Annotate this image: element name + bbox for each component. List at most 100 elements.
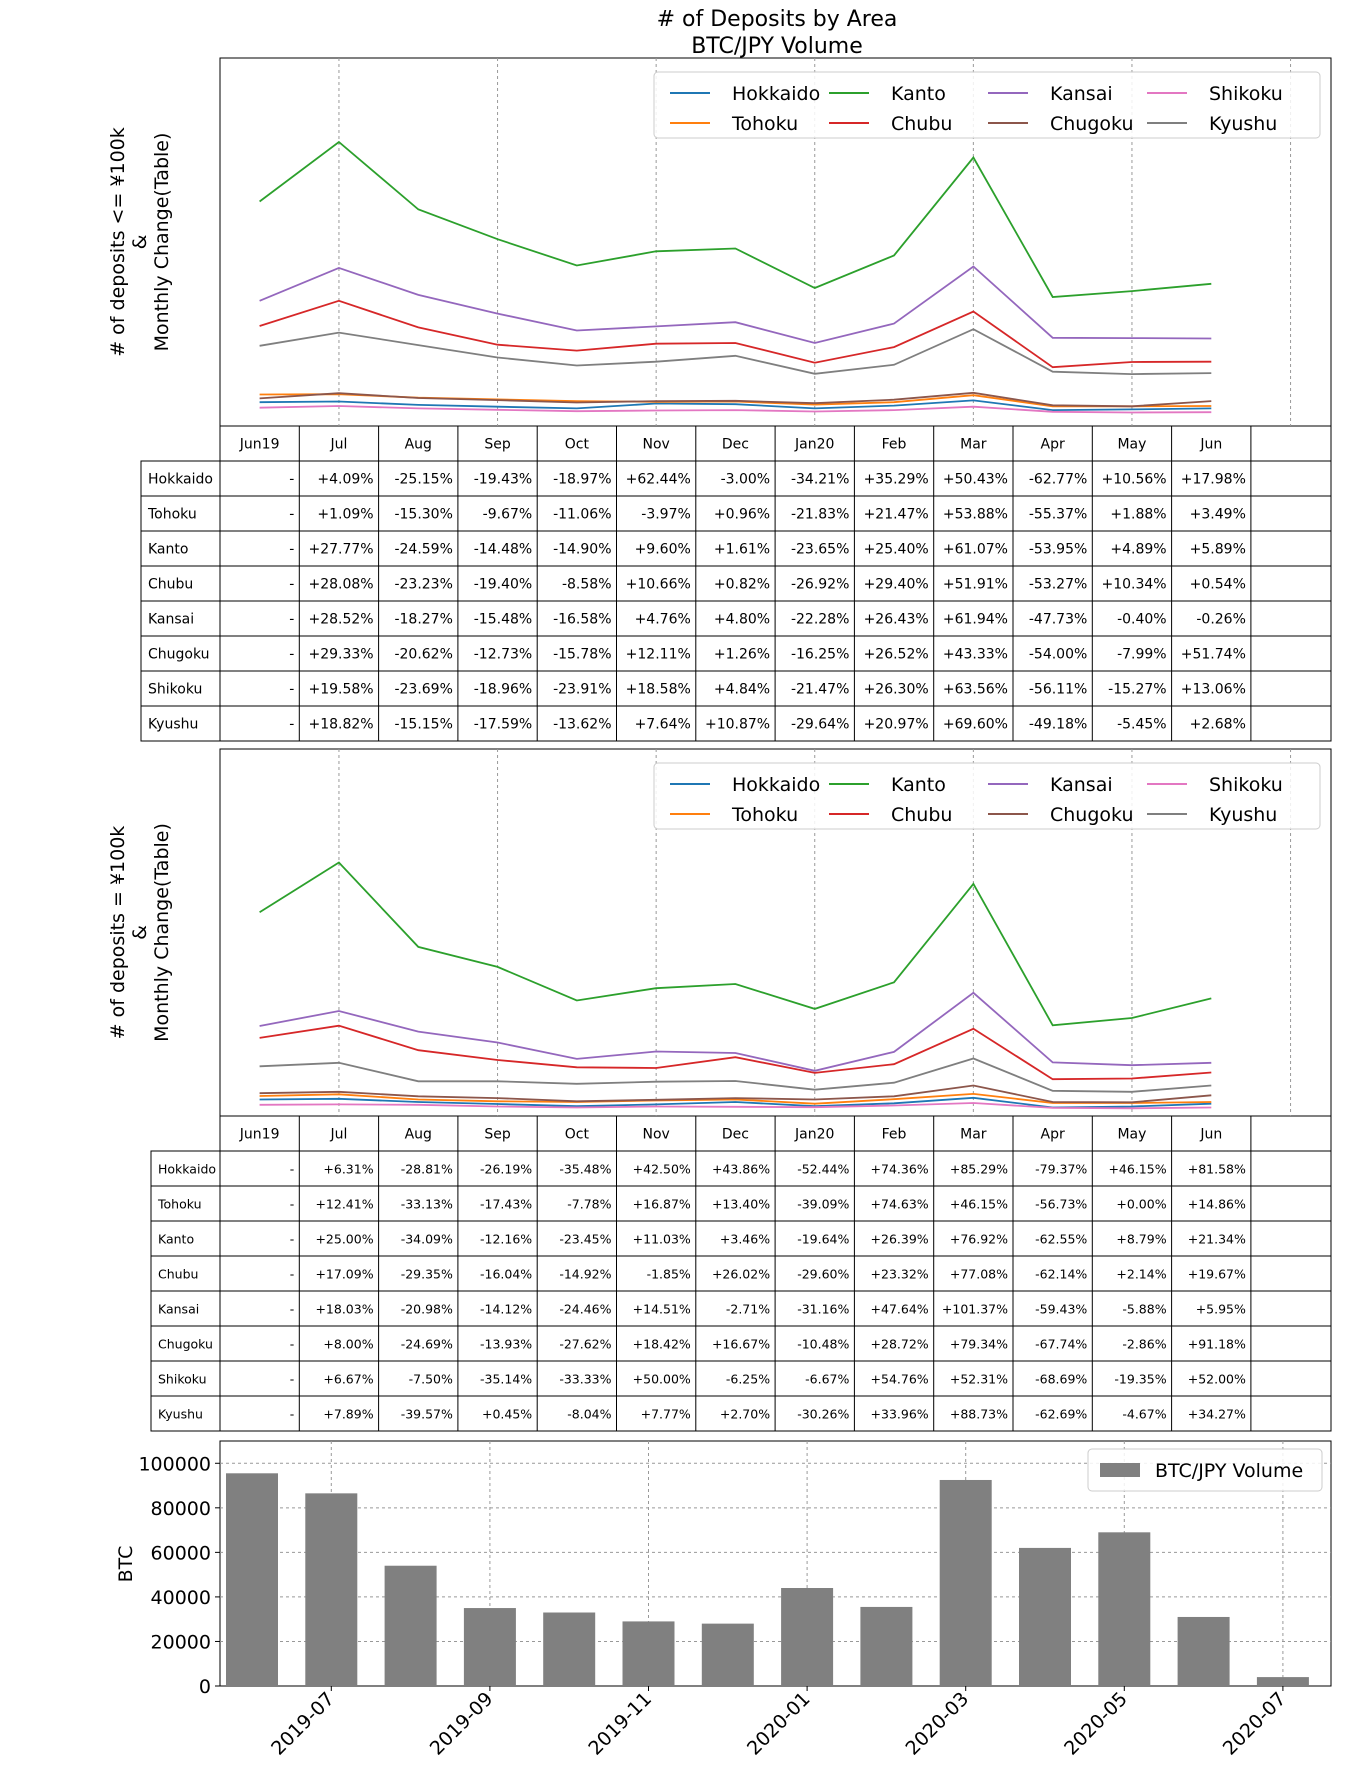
legend-label-chubu: Chubu xyxy=(891,113,952,135)
table-cell: -23.23% xyxy=(394,577,452,593)
table-cell: -8.04% xyxy=(567,1407,611,1422)
table-cell: -24.46% xyxy=(559,1302,611,1317)
table-cell: +18.03% xyxy=(315,1302,373,1317)
table-cell: +13.40% xyxy=(712,1197,770,1212)
volume-bar xyxy=(781,1588,834,1686)
table-cell: -29.64% xyxy=(791,717,849,733)
table-cell: -59.43% xyxy=(1035,1302,1087,1317)
table-col-header: Feb xyxy=(882,1127,907,1143)
legend-label-kansai: Kansai xyxy=(1050,83,1113,105)
table-cell: +7.89% xyxy=(323,1407,373,1422)
bar-x-tick-label: 2020-07 xyxy=(1219,1688,1291,1760)
large-deposits-panel: # of deposits = ¥100k & Monthly Change(Tab… xyxy=(107,748,1332,1432)
legend-label-chugoku: Chugoku xyxy=(1050,804,1134,826)
table-cell: -24.59% xyxy=(394,542,452,558)
volume-bar xyxy=(1019,1547,1071,1686)
table-col-header: Aug xyxy=(405,1127,432,1143)
table-cell: +12.41% xyxy=(315,1197,373,1212)
table-col-header: May xyxy=(1117,1127,1146,1143)
table-cell: +14.86% xyxy=(1188,1197,1246,1212)
table-row-label-kansai: Kansai xyxy=(148,612,194,628)
table-cell: +1.61% xyxy=(714,542,770,558)
table-cell: +47.64% xyxy=(871,1302,929,1317)
y-axis-label: # of deposits <= ¥100k xyxy=(107,127,129,357)
series-line-kyushu xyxy=(259,1057,1212,1093)
table-cell: +2.68% xyxy=(1190,717,1246,733)
table-cell: +29.40% xyxy=(864,577,929,593)
table-cell: -23.45% xyxy=(559,1232,611,1247)
table-cell: +18.82% xyxy=(308,717,373,733)
table-cell: +74.63% xyxy=(871,1197,929,1212)
volume-bar xyxy=(860,1606,913,1686)
table-cell: - xyxy=(289,682,294,698)
series-line-tohoku xyxy=(259,1092,1212,1105)
table-cell: -1.85% xyxy=(647,1267,691,1282)
bar-y-tick-label: 20000 xyxy=(151,1631,211,1653)
table-cell: -52.44% xyxy=(797,1162,849,1177)
table-cell: -33.13% xyxy=(401,1197,453,1212)
table-cell: -53.95% xyxy=(1029,542,1087,558)
y-axis-label-sub: Monthly Change(Table) xyxy=(151,823,173,1042)
table-cell: +18.42% xyxy=(633,1337,691,1352)
table-cell: +0.82% xyxy=(714,577,770,593)
bar-x-tick-label: 2019-11 xyxy=(584,1688,656,1760)
table-cell: -8.58% xyxy=(562,577,612,593)
table-cell: -15.15% xyxy=(394,717,452,733)
table-cell: +25.40% xyxy=(864,542,929,558)
table-cell: -34.09% xyxy=(401,1232,453,1247)
bar-legend-box xyxy=(1087,1448,1323,1492)
legend-label-kanto: Kanto xyxy=(891,774,946,796)
table-cell: -31.16% xyxy=(797,1302,849,1317)
table-cell: -18.97% xyxy=(553,472,611,488)
table-cell: -62.77% xyxy=(1029,472,1087,488)
table-cell: +12.11% xyxy=(626,647,691,663)
table-cell: +7.77% xyxy=(641,1407,691,1422)
bar-x-tick-label: 2019-07 xyxy=(267,1688,339,1760)
btc-volume-panel: 0 20000 40000 60000 80000 100000 BTC 2019-07 201… xyxy=(115,1440,1332,1760)
table-row-label-shikoku: Shikoku xyxy=(148,682,202,698)
table-cell: -67.74% xyxy=(1035,1337,1087,1352)
table-cell: +4.80% xyxy=(714,612,770,628)
table-cell: -39.09% xyxy=(797,1197,849,1212)
series-line-shikoku xyxy=(259,1102,1212,1110)
y-axis-label-sub: Monthly Change(Table) xyxy=(151,133,173,352)
table-cell: -24.69% xyxy=(401,1337,453,1352)
table-cell: -11.06% xyxy=(553,507,611,523)
table-cell: +11.03% xyxy=(633,1232,691,1247)
table-col-header: Nov xyxy=(642,437,669,453)
table-cell: -79.37% xyxy=(1035,1162,1087,1177)
figure-title-line1: # of Deposits by Area xyxy=(657,7,898,32)
table-row-label-chugoku: Chugoku xyxy=(148,647,210,663)
table-cell: +63.56% xyxy=(943,682,1008,698)
table-cell: -19.35% xyxy=(1114,1372,1166,1387)
table-cell: +5.95% xyxy=(1196,1302,1246,1317)
table-cell: -15.78% xyxy=(553,647,611,663)
table-cell: +61.94% xyxy=(943,612,1008,628)
table-col-header: Mar xyxy=(960,437,987,453)
table-cell: +26.39% xyxy=(871,1232,929,1247)
table-cell: +51.74% xyxy=(1181,647,1246,663)
table-cell: -2.71% xyxy=(726,1302,770,1317)
table-cell: -23.65% xyxy=(791,542,849,558)
table-cell: +0.96% xyxy=(714,507,770,523)
legend-label-kyushu: Kyushu xyxy=(1209,113,1277,135)
table-cell: -18.96% xyxy=(474,682,532,698)
table-cell: -16.25% xyxy=(791,647,849,663)
table-cell: +4.84% xyxy=(714,682,770,698)
table-col-header: Jun xyxy=(1199,437,1222,453)
table-cell: +6.31% xyxy=(323,1162,373,1177)
table-col-header: Jan20 xyxy=(794,437,834,453)
legend-label-shikoku: Shikoku xyxy=(1209,83,1283,105)
table-col-header: Apr xyxy=(1041,437,1065,453)
bar-y-tick-label: 40000 xyxy=(151,1587,211,1609)
table-row-label-kansai: Kansai xyxy=(158,1302,199,1317)
table-cell: -16.04% xyxy=(480,1267,532,1282)
bar-y-tick-label: 0 xyxy=(199,1676,211,1698)
table-cell: +52.00% xyxy=(1188,1372,1246,1387)
table-cell: +35.29% xyxy=(864,472,929,488)
table-cell: -26.19% xyxy=(480,1162,532,1177)
volume-bar xyxy=(939,1479,992,1686)
table-cell: +26.43% xyxy=(864,612,929,628)
table-cell: +10.56% xyxy=(1101,472,1166,488)
table-cell: -25.15% xyxy=(394,472,452,488)
